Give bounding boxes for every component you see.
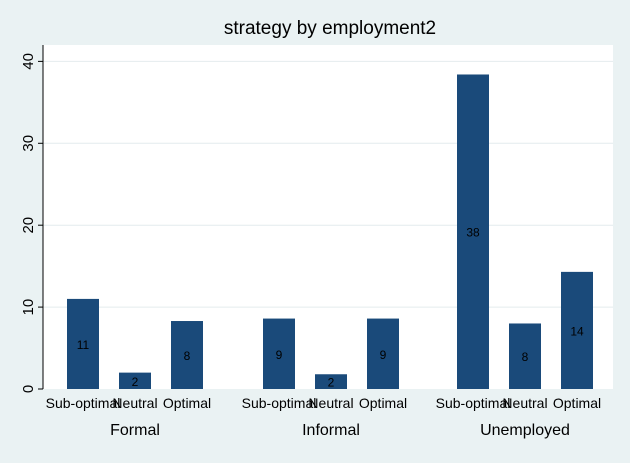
chart-title: strategy by employment2 — [224, 18, 436, 39]
bar-value-label: 11 — [77, 338, 90, 352]
bar-value-label: 8 — [184, 349, 191, 363]
group-label: Informal — [302, 422, 360, 439]
bar-unemployed-sub-optimal — [457, 74, 489, 389]
group-label: Formal — [110, 422, 160, 439]
y-axis — [38, 45, 44, 390]
x-tick-label: Sub-optimal — [436, 395, 511, 411]
bar-value-label: 38 — [466, 226, 480, 240]
x-tick-label: Optimal — [163, 395, 211, 411]
bar-value-label: 8 — [522, 350, 529, 364]
y-tick-label: 0 — [20, 385, 37, 393]
x-tick-label: Neutral — [502, 395, 547, 411]
bar-value-label: 9 — [276, 348, 283, 362]
x-tick-label: Sub-optimal — [242, 395, 317, 411]
y-tick-label: 40 — [20, 53, 37, 70]
x-tick-label: Optimal — [553, 395, 601, 411]
bar-formal-neutral — [119, 372, 151, 389]
bar-informal-optimal — [367, 318, 399, 389]
x-tick-label: Neutral — [112, 395, 157, 411]
group-label: Unemployed — [480, 422, 570, 439]
bar-formal-sub-optimal — [67, 298, 99, 389]
bars — [67, 74, 593, 389]
y-tick-label: 20 — [20, 217, 37, 234]
labels: 01020304011Sub-optimal2Neutral8OptimalFo… — [20, 53, 601, 439]
x-tick-label: Optimal — [359, 395, 407, 411]
y-tick-label: 10 — [20, 299, 37, 316]
bar-value-label: 14 — [570, 324, 584, 338]
bar-value-label: 9 — [380, 348, 387, 362]
bar-value-label: 2 — [132, 375, 139, 389]
bar-unemployed-neutral — [509, 323, 541, 389]
x-tick-label: Sub-optimal — [46, 395, 121, 411]
bar-value-label: 2 — [328, 376, 335, 390]
bar-formal-optimal — [171, 321, 203, 389]
y-tick-label: 30 — [20, 135, 37, 152]
bar-informal-neutral — [315, 374, 347, 389]
bar-unemployed-optimal — [561, 271, 593, 389]
grid-lines — [43, 60, 613, 308]
x-tick-label: Neutral — [308, 395, 353, 411]
bar-informal-sub-optimal — [263, 318, 295, 389]
